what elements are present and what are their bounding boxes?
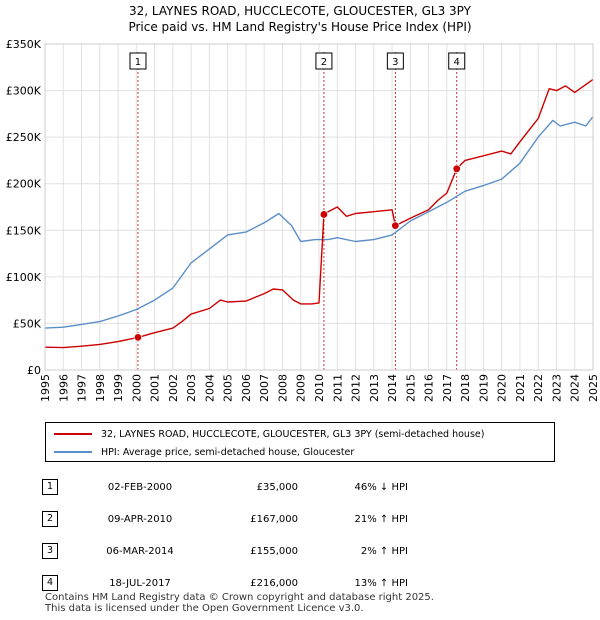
sale-marker-label: 1 (135, 57, 141, 68)
sale-date: 06-MAR-2014 (106, 545, 174, 557)
y-tick-label: £300K (6, 85, 42, 98)
table-row: 3 06-MAR-2014 £155,000 2% ↑ HPI (42, 535, 408, 567)
sale-marker-label: 4 (454, 57, 460, 68)
legend-item-property: 32, LAYNES ROAD, HUCCLECOTE, GLOUCESTER,… (54, 425, 484, 443)
x-tick-label: 1995 (39, 374, 52, 402)
legend: 32, LAYNES ROAD, HUCCLECOTE, GLOUCESTER,… (45, 422, 555, 462)
sale-points (133, 164, 461, 342)
x-tick-label: 2014 (386, 374, 399, 402)
sale-number-badge: 2 (42, 511, 58, 527)
sale-marker-labels: 1 2 3 4 (129, 52, 466, 70)
x-tick-label: 2003 (185, 374, 198, 402)
x-tick-label: 2018 (459, 374, 472, 402)
sale-point (319, 210, 329, 219)
footer-licence: This data is licensed under the Open Gov… (45, 603, 364, 614)
sales-table: 1 02-FEB-2000 £35,000 46% ↓ HPI 2 09-APR… (42, 471, 408, 599)
y-tick-label: £150K (6, 224, 42, 237)
x-tick-label: 2005 (222, 374, 235, 402)
x-tick-label: 2008 (276, 374, 289, 402)
sale-point (133, 333, 143, 342)
x-tick-label: 2000 (130, 374, 143, 402)
legend-swatch-hpi (54, 451, 92, 453)
sale-price: £155,000 (250, 545, 298, 557)
x-tick-label: 2013 (368, 374, 381, 402)
legend-swatch-property (54, 433, 92, 435)
y-tick-label: £200K (6, 178, 42, 191)
sale-number-badge: 1 (42, 479, 58, 495)
chart-subtitle: Price paid vs. HM Land Registry's House … (128, 20, 472, 34)
sale-marker-label: 3 (392, 57, 398, 68)
y-tick-label: £100K (6, 271, 42, 284)
legend-item-hpi: HPI: Average price, semi-detached house,… (54, 443, 354, 461)
series-lines (44, 78, 594, 349)
sale-price: £167,000 (250, 513, 298, 525)
y-tick-label: £0 (27, 364, 41, 377)
x-tick-label: 1998 (94, 374, 107, 402)
sale-date: 18-JUL-2017 (109, 577, 171, 589)
x-tick-label: 2017 (441, 374, 454, 402)
table-row: 4 18-JUL-2017 £216,000 13% ↑ HPI (42, 567, 408, 599)
x-tick-label: 2021 (514, 374, 527, 402)
price-chart: £0 £50K £100K £150K £200K £250K £300K £350K 1995… (6, 38, 600, 402)
x-tick-label: 2025 (587, 374, 600, 402)
sale-marker-box (129, 52, 147, 70)
table-row: 2 09-APR-2010 £167,000 21% ↑ HPI (42, 503, 408, 535)
sale-hpi-diff: 2% ↑ HPI (360, 545, 408, 557)
plot-border (44, 43, 594, 371)
x-tick-label: 2020 (496, 374, 509, 402)
sale-marker-box (448, 52, 466, 70)
x-tick-label: 2016 (423, 374, 436, 402)
sale-hpi-diff: 13% ↑ HPI (354, 577, 408, 589)
x-tick-label: 2015 (404, 374, 417, 402)
sale-price: £35,000 (256, 481, 298, 493)
x-tick-label: 1996 (57, 374, 70, 402)
grid (44, 43, 594, 371)
sale-point (391, 221, 400, 230)
legend-label-hpi: HPI: Average price, semi-detached house,… (101, 446, 355, 458)
sale-date: 02-FEB-2000 (107, 481, 173, 493)
sale-marker-label: 2 (321, 57, 327, 68)
x-tick-label: 2004 (203, 374, 216, 402)
footer-copyright: Contains HM Land Registry data © Crown c… (45, 592, 434, 603)
sale-hpi-diff: 46% ↓ HPI (354, 481, 408, 493)
table-row: 1 02-FEB-2000 £35,000 46% ↓ HPI (42, 471, 408, 503)
legend-label-property: 32, LAYNES ROAD, HUCCLECOTE, GLOUCESTER,… (101, 428, 485, 440)
x-tick-label: 1999 (112, 374, 125, 402)
x-tick-label: 2019 (477, 374, 490, 402)
sale-marker-lines (137, 52, 458, 370)
chart-title: 32, LAYNES ROAD, HUCCLECOTE, GLOUCESTER,… (129, 4, 471, 18)
sale-number-badge: 3 (42, 543, 58, 559)
sale-marker-box (386, 52, 404, 70)
x-tick-label: 2006 (240, 374, 253, 402)
sale-point (452, 164, 461, 174)
series-line-hpi (44, 116, 594, 329)
x-tick-label: 2023 (550, 374, 563, 402)
sale-hpi-diff: 21% ↑ HPI (354, 513, 408, 525)
sale-date: 09-APR-2010 (107, 513, 173, 525)
axes: £0 £50K £100K £150K £200K £250K £300K £350K 1995… (6, 38, 600, 402)
x-tick-label: 2022 (532, 374, 545, 402)
y-tick-label: £50K (13, 317, 42, 330)
x-tick-label: 2011 (331, 374, 344, 402)
x-tick-label: 2009 (295, 374, 308, 402)
x-tick-label: 2001 (149, 374, 162, 402)
sale-price: £216,000 (250, 577, 298, 589)
x-tick-label: 2002 (167, 374, 180, 402)
x-tick-label: 2010 (313, 374, 326, 402)
y-tick-label: £350K (6, 38, 42, 51)
y-tick-label: £250K (6, 131, 42, 144)
x-tick-label: 2012 (350, 374, 363, 402)
series-line-property (44, 78, 594, 349)
x-tick-label: 2007 (258, 374, 271, 402)
sale-marker-box (315, 52, 333, 70)
x-tick-label: 2024 (569, 374, 582, 402)
sale-number-badge: 4 (42, 575, 58, 591)
x-tick-label: 1997 (76, 374, 89, 402)
